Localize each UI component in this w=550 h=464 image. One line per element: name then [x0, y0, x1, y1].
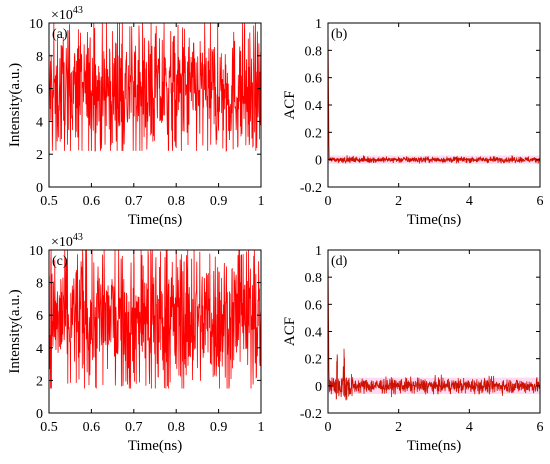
x-tick-label: 1 — [258, 194, 265, 209]
intensity-series-line — [49, 23, 261, 152]
y-tick-label: 1 — [315, 244, 322, 259]
y-tick-label: 0.2 — [305, 353, 323, 368]
acf-series-line — [328, 23, 540, 165]
y-axis-label: Intensity(a.u.) — [7, 289, 23, 373]
x-tick-label: 0.5 — [40, 194, 58, 209]
data-trace-group — [49, 23, 261, 152]
y-axis-label: ACF — [282, 317, 298, 346]
data-trace-group — [49, 250, 261, 389]
y-tick-label: 0.4 — [305, 326, 323, 341]
y-exponent-label: ×1043 — [51, 5, 83, 23]
y-axis-label: Intensity(a.u.) — [7, 63, 23, 147]
x-axis-label: Time(ns) — [128, 438, 182, 454]
x-tick-label: 0 — [325, 194, 332, 209]
x-tick-label: 2 — [395, 420, 402, 435]
y-tick-label: 0.8 — [305, 44, 323, 59]
y-tick-label: 0 — [315, 154, 322, 169]
x-tick-label: 2 — [395, 194, 402, 209]
x-tick-label: 0 — [325, 420, 332, 435]
y-tick-label: 4 — [36, 115, 43, 130]
x-tick-label: 6 — [537, 194, 544, 209]
x-tick-label: 0.7 — [125, 420, 143, 435]
y-tick-label: 6 — [36, 83, 43, 98]
data-trace-group — [328, 23, 540, 165]
axes-frame — [48, 249, 262, 414]
y-tick-label: 10 — [29, 244, 43, 259]
panel-c: 0.5 0.6 0.7 0.8 0.9 10246810Time(ns)Intensity… — [7, 232, 265, 454]
x-tick-label: 0.8 — [167, 194, 185, 209]
y-tick-label: -0.2 — [300, 407, 322, 422]
y-tick-label: 2 — [36, 374, 43, 389]
x-tick-label: 0.9 — [210, 420, 228, 435]
y-tick-label: 1 — [315, 17, 322, 32]
y-tick-label: 10 — [29, 17, 43, 32]
y-tick-label: 4 — [36, 342, 43, 357]
x-axis-label: Time(ns) — [407, 438, 461, 454]
y-tick-label: 8 — [36, 50, 43, 65]
x-tick-label: 0.6 — [83, 194, 101, 209]
x-tick-label: 0.6 — [83, 420, 101, 435]
intensity-series-line — [49, 250, 261, 389]
y-exponent-label: ×1043 — [51, 232, 83, 250]
y-tick-label: 2 — [36, 148, 43, 163]
panel-label: (a) — [52, 27, 68, 42]
y-tick-label: 6 — [36, 309, 43, 324]
x-tick-label: 0.7 — [125, 194, 143, 209]
x-tick-label: 1 — [258, 420, 265, 435]
x-tick-label: 0.8 — [167, 420, 185, 435]
y-tick-label: 8 — [36, 277, 43, 292]
y-tick-label: 0.6 — [305, 72, 323, 87]
y-tick-label: 0.2 — [305, 126, 323, 141]
panel-label: (d) — [331, 254, 348, 269]
x-tick-label: 4 — [466, 194, 473, 209]
x-axis-label: Time(ns) — [128, 212, 182, 228]
y-tick-label: 0.4 — [305, 99, 323, 114]
y-tick-label: -0.2 — [300, 181, 322, 196]
y-tick-label: 0.8 — [305, 271, 323, 286]
y-tick-label: 0 — [315, 380, 322, 395]
x-tick-label: 6 — [537, 420, 544, 435]
data-trace-group — [328, 250, 540, 401]
y-axis-label: ACF — [282, 90, 298, 119]
axes-frame — [48, 22, 262, 188]
x-axis-label: Time(ns) — [407, 212, 461, 228]
x-tick-label: 4 — [466, 420, 473, 435]
x-tick-label: 0.9 — [210, 194, 228, 209]
y-tick-label: 0 — [36, 181, 43, 196]
panel-a: 0.5 0.6 0.7 0.8 0.9 10246810Time(ns)Intensity… — [7, 5, 265, 228]
y-tick-label: 0.6 — [305, 298, 323, 313]
y-tick-label: 0 — [36, 407, 43, 422]
panel-label: (b) — [331, 27, 348, 42]
x-tick-label: 0.5 — [40, 420, 58, 435]
acf-series-line — [328, 250, 540, 401]
panel-label: (c) — [52, 254, 68, 269]
